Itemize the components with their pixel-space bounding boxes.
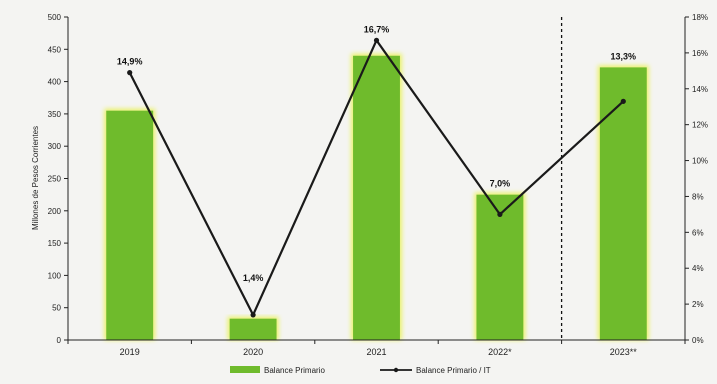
x-tick-label: 2019 [120, 347, 140, 357]
line-point [497, 211, 503, 217]
x-tick-label: 2021 [366, 347, 386, 357]
y-tick-label: 0 [57, 336, 62, 345]
y2-tick-label: 12% [692, 121, 708, 130]
x-tick-label: 2020 [243, 347, 263, 357]
x-tick-label: 2022* [488, 347, 512, 357]
y2-tick-label: 4% [692, 264, 704, 273]
y-axis-title: Millones de Pesos Corrientes [31, 126, 40, 230]
data-label: 14,9% [117, 57, 143, 67]
y-tick-label: 150 [48, 239, 62, 248]
y-tick-label: 450 [48, 45, 62, 54]
line-point [620, 98, 626, 104]
line-point [250, 312, 256, 318]
y-tick-label: 250 [48, 175, 62, 184]
y-tick-label: 50 [52, 304, 61, 313]
bar [476, 194, 524, 340]
legend-label-line: Balance Primario / IT [416, 366, 491, 375]
y2-tick-label: 16% [692, 49, 708, 58]
y2-tick-label: 6% [692, 228, 704, 237]
y2-tick-label: 18% [692, 13, 708, 22]
axes: 0 50 100 150 200 250 300 350 400 450 500 0% 2% 4% 6% 8%… [48, 13, 708, 357]
y2-tick-label: 0% [692, 336, 704, 345]
bar [106, 110, 154, 340]
bar-series [104, 53, 649, 340]
y-tick-label: 500 [48, 13, 62, 22]
y-tick-label: 350 [48, 110, 62, 119]
y-tick-label: 100 [48, 271, 62, 280]
data-label: 1,4% [243, 273, 264, 283]
bar [599, 67, 647, 340]
legend-label-bar: Balance Primario [264, 366, 325, 375]
x-tick-label: 2023** [610, 347, 638, 357]
y-tick-label: 400 [48, 78, 62, 87]
legend: Balance Primario Balance Primario / IT [230, 366, 491, 375]
bar [229, 318, 277, 340]
line-point [127, 70, 133, 76]
data-label: 16,7% [364, 24, 390, 34]
data-label: 13,3% [611, 51, 637, 61]
data-labels: 14,9% 1,4% 16,7% 7,0% 13,3% [117, 24, 636, 283]
line-series [127, 37, 626, 318]
legend-swatch-bar [230, 366, 260, 373]
legend-swatch-point [393, 367, 399, 373]
y2-tick-label: 14% [692, 85, 708, 94]
y2-tick-label: 8% [692, 192, 704, 201]
bar [353, 55, 400, 340]
data-label: 7,0% [490, 179, 511, 189]
line-point [373, 37, 380, 43]
y-tick-label: 300 [48, 142, 62, 151]
y2-tick-label: 10% [692, 157, 708, 166]
y-tick-label: 200 [48, 207, 62, 216]
y2-tick-label: 2% [692, 300, 704, 309]
